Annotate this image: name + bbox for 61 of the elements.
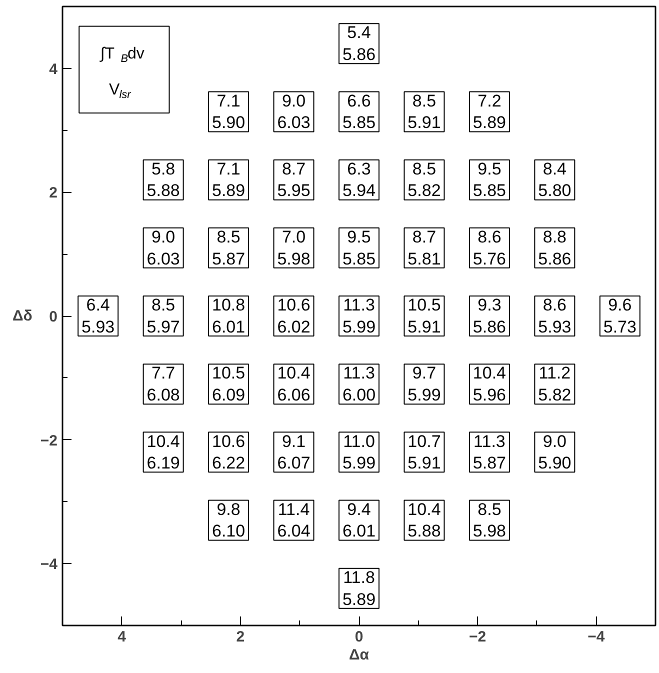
data-label: 10.4 5.88 [408,500,441,541]
data-label: 8.4 5.80 [538,159,572,200]
data-label: 6.4 5.93 [82,296,115,336]
data-label: 7.0 5.98 [277,227,310,268]
data-label: 9.5 5.85 [342,227,376,268]
data-label: 8.7 5.81 [408,227,441,268]
data-label: 7.2 5.89 [472,91,506,132]
data-label: 8.6 5.93 [538,296,572,336]
data-label: 9.5 5.85 [472,159,506,200]
data-label: 11.8 5.89 [342,568,376,609]
x-axis-title: Δα [349,646,370,664]
data-label: 8.5 5.91 [408,91,441,132]
data-label: 10.7 5.91 [408,432,441,473]
data-label: 10.5 5.91 [408,296,441,336]
x-tick-label: 4 [118,628,127,646]
data-label: 9.1 6.07 [277,432,310,473]
data-label: 5.8 5.88 [146,159,180,200]
data-label: 10.6 6.22 [212,432,246,473]
y-tick-label: −4 [40,556,58,574]
data-label: 9.0 5.90 [538,432,572,473]
data-label: 10.6 6.02 [277,296,310,336]
data-label: 8.8 5.86 [538,227,572,268]
data-label: 10.4 6.19 [146,432,180,473]
data-label: 8.5 5.97 [146,296,180,336]
data-label: 10.4 5.96 [472,364,506,405]
data-label: 8.5 5.98 [472,500,506,541]
y-tick-label: 0 [49,308,58,326]
data-label: 10.8 6.01 [212,296,246,336]
data-label: 7.1 5.90 [212,91,246,132]
data-label: 6.6 5.85 [342,91,376,132]
data-label: 9.8 6.10 [212,500,246,541]
data-label: 11.0 5.99 [342,432,376,473]
data-label: 8.5 5.82 [408,159,441,200]
x-tick-label: 0 [354,628,364,646]
data-label: 10.4 6.06 [277,364,310,405]
data-label: 5.4 5.86 [342,23,376,64]
data-label: 7.1 5.89 [212,159,246,200]
data-label: 11.3 5.87 [472,432,506,473]
data-label: 7.7 6.08 [146,364,180,405]
x-tick-label: −4 [588,628,606,646]
data-label: 8.5 5.87 [212,227,246,268]
data-label: 11.3 5.99 [342,296,376,336]
x-tick-label: 2 [236,628,245,646]
data-label: 8.6 5.76 [472,227,506,268]
data-label: 11.3 6.00 [342,364,376,405]
data-label: 9.0 6.03 [277,91,310,132]
y-axis-title: Δδ [12,308,32,324]
data-label: 9.4 6.01 [342,500,376,541]
data-label: 6.3 5.94 [342,159,376,200]
y-tick-label: 4 [49,60,58,78]
x-tick-label: −2 [469,628,486,646]
y-tick-label: −2 [40,432,58,450]
data-label: 9.3 5.86 [472,296,506,336]
data-label: 9.0 6.03 [146,227,180,268]
data-label: 11.2 5.82 [538,364,572,405]
data-label: 8.7 5.95 [277,159,310,200]
data-label: 9.7 5.99 [408,364,441,405]
data-label: 10.5 6.09 [212,364,246,405]
y-tick-label: 2 [49,184,58,202]
data-label: 9.6 5.73 [603,296,636,336]
data-label: 11.4 6.04 [277,500,310,541]
